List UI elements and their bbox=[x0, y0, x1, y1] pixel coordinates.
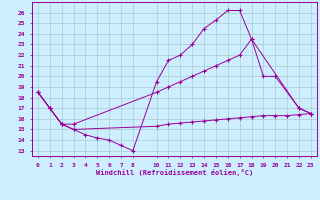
X-axis label: Windchill (Refroidissement éolien,°C): Windchill (Refroidissement éolien,°C) bbox=[96, 169, 253, 176]
